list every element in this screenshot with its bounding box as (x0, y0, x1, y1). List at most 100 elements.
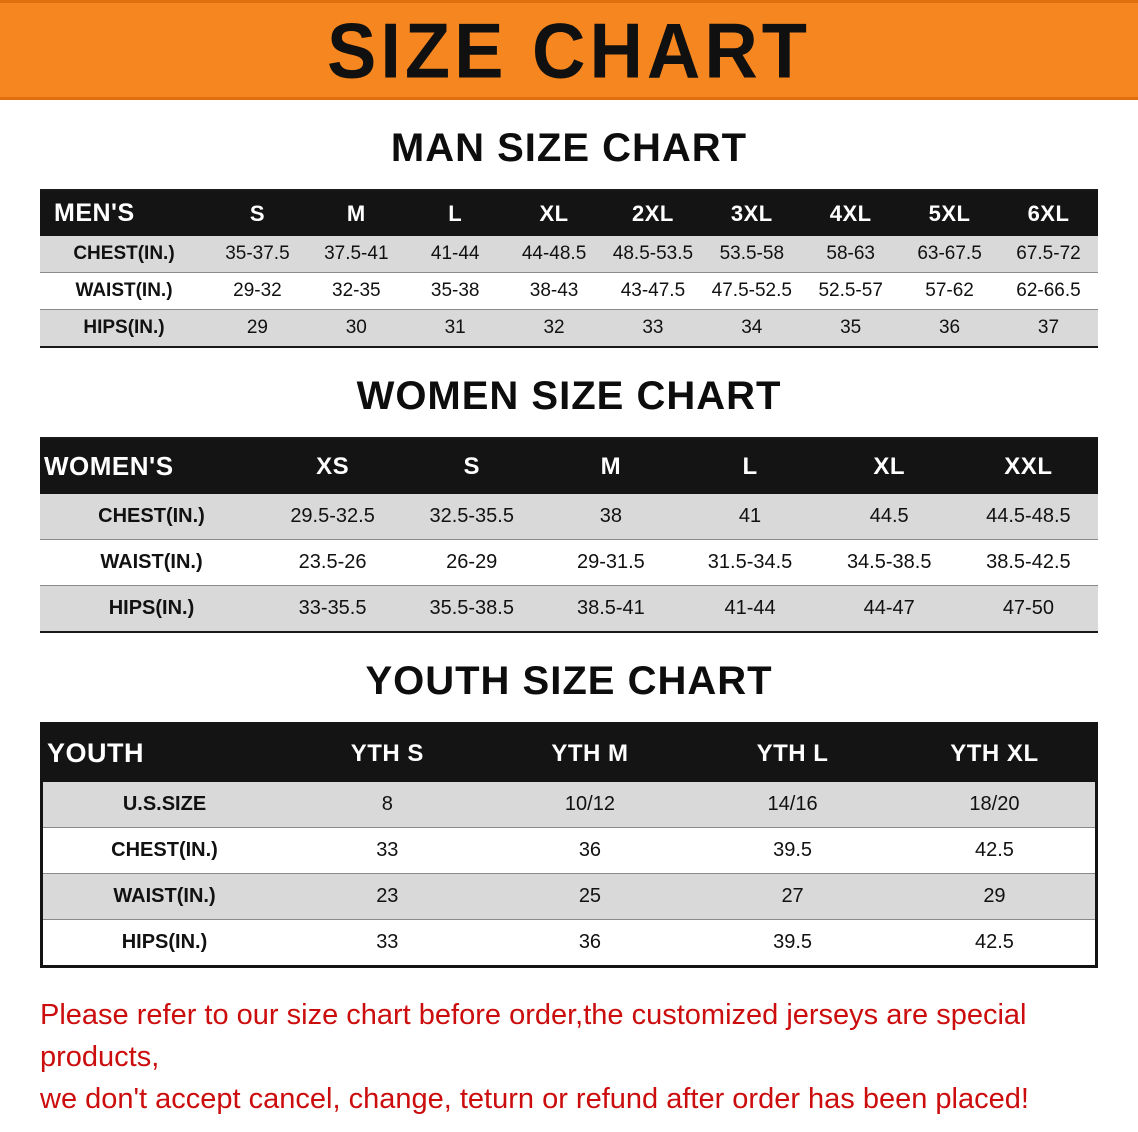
size-value-cell: 47-50 (958, 585, 1098, 633)
size-value-cell: 37 (999, 309, 1098, 348)
size-value-cell: 34 (702, 309, 802, 348)
table-row: U.S.SIZE 8 10/12 14/16 18/20 (41, 782, 1097, 828)
size-value-cell: 35.5-38.5 (402, 585, 542, 633)
size-value-cell: 14/16 (691, 782, 894, 828)
size-value-cell: 41-44 (680, 585, 820, 633)
size-value-cell: 34.5-38.5 (819, 539, 959, 586)
table-row: WAIST(IN.) 29-32 32-35 35-38 38-43 43-47.5 47.… (40, 272, 1098, 310)
size-value-cell: 10/12 (488, 782, 692, 828)
men-size-table: MEN'S S M L XL 2XL 3XL 4XL 5XL 6XL CHEST(IN.) 35-37… (40, 189, 1098, 348)
size-column-header: YTH L (691, 723, 894, 782)
size-column-header: XL (504, 190, 604, 236)
size-value-cell: 8 (286, 782, 489, 828)
table-row: HIPS(IN.) 33-35.5 35.5-38.5 38.5-41 41-44 44-… (40, 585, 1098, 633)
size-value-cell: 26-29 (402, 539, 542, 586)
size-value-cell: 38 (541, 494, 681, 540)
size-column-header: YTH M (488, 723, 692, 782)
size-column-header: YTH XL (893, 723, 1097, 782)
size-column-header: M (306, 190, 406, 236)
size-value-cell: 48.5-53.5 (603, 236, 703, 273)
size-value-cell: 43-47.5 (603, 272, 703, 310)
size-value-cell: 36 (488, 919, 692, 967)
size-column-header: 5XL (900, 190, 999, 236)
size-value-cell: 35 (801, 309, 901, 348)
size-column-header: M (541, 438, 681, 494)
size-column-header: XL (819, 438, 959, 494)
women-section-heading: WOMEN SIZE CHART (356, 374, 782, 418)
size-value-cell: 44-48.5 (504, 236, 604, 273)
table-header-row: WOMEN'S XS S M L XL XXL (40, 438, 1098, 494)
size-value-cell: 29-31.5 (541, 539, 681, 586)
size-value-cell: 47.5-52.5 (702, 272, 802, 310)
size-column-header: 3XL (702, 190, 802, 236)
men-section-heading: MAN SIZE CHART (390, 126, 748, 170)
size-value-cell: 38.5-42.5 (958, 539, 1098, 586)
table-header-row: YOUTH YTH S YTH M YTH L YTH XL (41, 723, 1097, 782)
banner-title: SIZE CHART (327, 6, 811, 94)
measurement-label-cell: U.S.SIZE (41, 782, 286, 828)
size-value-cell: 25 (488, 873, 692, 920)
size-value-cell: 52.5-57 (801, 272, 901, 310)
size-value-cell: 44-47 (819, 585, 959, 633)
measurement-label-cell: HIPS(IN.) (41, 919, 286, 967)
size-value-cell: 36 (900, 309, 999, 348)
size-value-cell: 18/20 (893, 782, 1097, 828)
size-value-cell: 27 (691, 873, 894, 920)
men-size-section: MAN SIZE CHART MEN'S S M L XL 2XL 3XL 4XL 5XL 6XL… (0, 126, 1138, 348)
measurement-label-cell: HIPS(IN.) (40, 309, 208, 348)
measurement-label-cell: WAIST(IN.) (40, 272, 208, 310)
youth-size-table: YOUTH YTH S YTH M YTH L YTH XL U.S.SIZE 8 10/12… (40, 722, 1098, 968)
size-value-cell: 29-32 (208, 272, 307, 310)
size-value-cell: 33 (286, 827, 489, 874)
size-value-cell: 33-35.5 (263, 585, 403, 633)
table-row: CHEST(IN.) 33 36 39.5 42.5 (41, 827, 1097, 874)
size-value-cell: 23.5-26 (263, 539, 403, 586)
youth-section-heading: YOUTH SIZE CHART (365, 659, 773, 703)
size-value-cell: 39.5 (691, 919, 894, 967)
table-row: HIPS(IN.) 33 36 39.5 42.5 (41, 919, 1097, 967)
size-column-header: L (405, 190, 505, 236)
size-value-cell: 35-37.5 (208, 236, 307, 273)
size-value-cell: 23 (286, 873, 489, 920)
size-column-header: L (680, 438, 820, 494)
table-row: HIPS(IN.) 29 30 31 32 33 34 35 36 37 (40, 309, 1098, 348)
table-title-cell: YOUTH (41, 723, 286, 782)
size-column-header: S (402, 438, 542, 494)
size-value-cell: 41-44 (405, 236, 505, 273)
size-value-cell: 31 (405, 309, 505, 348)
size-value-cell: 62-66.5 (999, 272, 1098, 310)
size-value-cell: 42.5 (893, 827, 1097, 874)
size-value-cell: 38.5-41 (541, 585, 681, 633)
size-column-header: YTH S (286, 723, 489, 782)
size-column-header: S (208, 190, 307, 236)
size-value-cell: 57-62 (900, 272, 999, 310)
table-row: WAIST(IN.) 23 25 27 29 (41, 873, 1097, 920)
table-row: CHEST(IN.) 35-37.5 37.5-41 41-44 44-48.5 48.5… (40, 236, 1098, 273)
size-value-cell: 31.5-34.5 (680, 539, 820, 586)
size-column-header: XS (263, 438, 403, 494)
measurement-label-cell: CHEST(IN.) (40, 236, 208, 273)
size-value-cell: 41 (680, 494, 820, 540)
size-value-cell: 39.5 (691, 827, 894, 874)
size-value-cell: 63-67.5 (900, 236, 999, 273)
size-value-cell: 33 (603, 309, 703, 348)
size-value-cell: 53.5-58 (702, 236, 802, 273)
measurement-label-cell: CHEST(IN.) (41, 827, 286, 874)
size-value-cell: 35-38 (405, 272, 505, 310)
measurement-label-cell: CHEST(IN.) (40, 494, 263, 540)
size-value-cell: 32 (504, 309, 604, 348)
size-value-cell: 29.5-32.5 (263, 494, 403, 540)
women-size-table: WOMEN'S XS S M L XL XXL CHEST(IN.) 29.5-32.5 32.5… (40, 437, 1098, 633)
table-row: WAIST(IN.) 23.5-26 26-29 29-31.5 31.5-34.5 34… (40, 539, 1098, 586)
disclaimer-line-1: Please refer to our size chart before or… (40, 999, 1027, 1074)
youth-size-section: YOUTH SIZE CHART YOUTH YTH S YTH M YTH L YTH… (0, 659, 1138, 968)
size-value-cell: 32.5-35.5 (402, 494, 542, 540)
women-size-section: WOMEN SIZE CHART WOMEN'S XS S M L XL XXL CHEST(… (0, 374, 1138, 633)
size-value-cell: 36 (488, 827, 692, 874)
measurement-label-cell: HIPS(IN.) (40, 585, 263, 633)
table-title-cell: MEN'S (40, 190, 208, 236)
size-value-cell: 44.5-48.5 (958, 494, 1098, 540)
size-value-cell: 58-63 (801, 236, 901, 273)
size-chart-banner: SIZE CHART (0, 0, 1138, 100)
